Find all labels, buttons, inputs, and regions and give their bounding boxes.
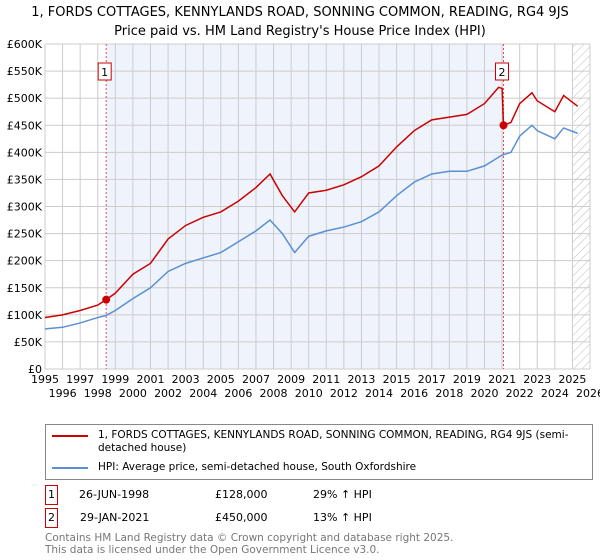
sale-hpi-diff: 29% ↑ HPI [313, 488, 372, 501]
x-tick-label: 2001 [136, 373, 164, 386]
x-tick-label: 2008 [260, 387, 288, 400]
x-tick-label: 2024 [541, 387, 569, 400]
y-tick-label: £50K [14, 336, 43, 349]
sale-price: £450,000 [215, 511, 268, 524]
sale-label-box [97, 62, 112, 81]
chart-subtitle: Price paid vs. HM Land Registry's House … [114, 24, 486, 39]
x-tick-label: 1995 [31, 373, 59, 386]
x-tick-label: 2020 [471, 387, 499, 400]
x-tick-label: 2000 [119, 387, 147, 400]
y-tick-label: £250K [7, 228, 43, 241]
sale-row-2: 2 29-JAN-2021 £450,000 13% ↑ HPI [45, 508, 445, 528]
y-tick-label: £500K [7, 92, 43, 105]
x-tick-label: 2018 [435, 387, 463, 400]
x-tick-label: 1999 [101, 373, 129, 386]
x-tick-label: 2021 [488, 373, 516, 386]
y-tick-label: £100K [7, 309, 43, 322]
y-tick-label: £350K [7, 173, 43, 186]
x-tick-label: 2022 [506, 387, 534, 400]
x-tick-label: 2015 [383, 373, 411, 386]
y-tick-label: £200K [7, 255, 43, 268]
sale-label: 2 [499, 66, 506, 79]
price-chart: 1995199619971998199920002001200220032004… [7, 38, 600, 400]
x-tick-label: 2017 [418, 373, 446, 386]
y-tick-label: £0 [28, 363, 42, 376]
x-tick-label: 2011 [312, 373, 340, 386]
sale-price: £128,000 [215, 488, 268, 501]
x-tick-label: 2016 [400, 387, 428, 400]
x-tick-label: 2023 [523, 373, 551, 386]
x-tick-label: 2002 [154, 387, 182, 400]
sale-label: 1 [101, 66, 108, 79]
footer: Contains HM Land Registry data © Crown c… [45, 532, 453, 556]
sale-point [499, 121, 508, 130]
x-tick-label: 2007 [242, 373, 270, 386]
sale-row-1: 1 26-JUN-1998 £128,000 29% ↑ HPI [45, 485, 445, 505]
legend-swatch-property [52, 435, 88, 437]
x-tick-label: 2013 [347, 373, 375, 386]
footer-line-1: Contains HM Land Registry data © Crown c… [45, 532, 454, 544]
x-tick-label: 2019 [453, 373, 481, 386]
x-tick-label: 2014 [365, 387, 393, 400]
x-tick-label: 1998 [84, 387, 112, 400]
sale-point [102, 295, 111, 304]
sale-label-box [495, 62, 510, 81]
footer-line-2: This data is licensed under the Open Gov… [45, 544, 380, 556]
property-price-line [44, 86, 579, 319]
legend: 1, FORDS COTTAGES, KENNYLANDS ROAD, SONN… [45, 424, 593, 480]
sale-hpi-diff: 13% ↑ HPI [313, 511, 372, 524]
chart-title: 1, FORDS COTTAGES, KENNYLANDS ROAD, SONN… [31, 5, 569, 20]
x-tick-label: 2025 [558, 373, 586, 386]
legend-label-hpi: HPI: Average price, semi-detached house,… [98, 461, 417, 473]
x-tick-label: 2006 [224, 387, 252, 400]
x-tick-label: 2009 [277, 373, 305, 386]
y-tick-label: £150K [7, 282, 43, 295]
y-tick-label: £300K [7, 201, 43, 214]
y-tick-label: £450K [7, 119, 43, 132]
sale-date: 29-JAN-2021 [80, 511, 150, 524]
x-tick-label: 1997 [66, 373, 94, 386]
x-tick-label: 2005 [207, 373, 235, 386]
y-tick-label: £600K [7, 38, 43, 51]
x-tick-label: 1996 [49, 387, 77, 400]
legend-label-property: 1, FORDS COTTAGES, KENNYLANDS ROAD, SONN… [98, 429, 569, 454]
x-tick-label: 2004 [189, 387, 217, 400]
hpi-line [44, 124, 578, 330]
x-tick-label: 2012 [330, 387, 358, 400]
y-tick-label: £550K [7, 65, 43, 78]
x-tick-label: 2026 [576, 387, 600, 400]
sale-marker-badge: 1 [45, 485, 58, 505]
sale-marker-badge: 2 [45, 508, 58, 528]
y-tick-label: £400K [7, 146, 43, 159]
x-tick-label: 2010 [295, 387, 323, 400]
x-tick-label: 2003 [172, 373, 200, 386]
sale-date: 26-JUN-1998 [79, 488, 150, 501]
legend-swatch-hpi [52, 467, 88, 469]
